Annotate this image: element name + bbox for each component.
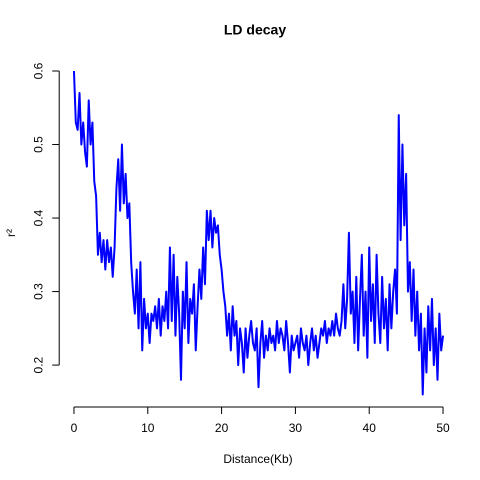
x-tick-label: 20: [215, 421, 229, 435]
y-tick-label: 0.5: [31, 136, 45, 153]
y-axis-label: r²: [4, 229, 18, 237]
y-tick-label: 0.4: [31, 209, 45, 226]
x-tick-label: 50: [436, 421, 450, 435]
y-tick-label: 0.6: [31, 62, 45, 79]
y-tick-label: 0.2: [31, 356, 45, 373]
x-tick-label: 40: [363, 421, 377, 435]
x-axis-label: Distance(Kb): [223, 452, 292, 466]
x-tick-label: 30: [289, 421, 303, 435]
x-tick-label: 0: [71, 421, 78, 435]
y-tick-label: 0.3: [31, 283, 45, 300]
chart-title: LD decay: [224, 22, 286, 38]
x-tick-label: 10: [141, 421, 155, 435]
data-line: [72, 70, 445, 396]
